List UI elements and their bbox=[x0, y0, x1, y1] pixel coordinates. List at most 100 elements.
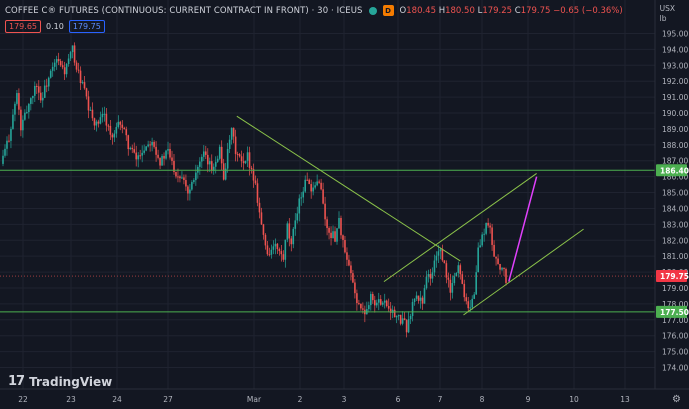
candle-body bbox=[65, 64, 68, 75]
candle bbox=[121, 120, 124, 134]
candle bbox=[12, 109, 14, 130]
candle bbox=[336, 227, 338, 245]
candle bbox=[2, 149, 4, 167]
price-tick-label: 181.00 bbox=[662, 252, 688, 261]
candle bbox=[153, 140, 155, 149]
candle-body bbox=[129, 147, 132, 150]
candle bbox=[131, 144, 134, 154]
candle bbox=[338, 211, 340, 229]
candle bbox=[250, 165, 253, 174]
candle bbox=[344, 236, 346, 254]
candle bbox=[34, 81, 36, 103]
time-tick-label: 3 bbox=[342, 395, 347, 404]
candle-body bbox=[280, 251, 283, 255]
candle-body bbox=[228, 139, 231, 149]
candle-body bbox=[433, 260, 436, 273]
candle-body bbox=[20, 109, 22, 131]
candle-body bbox=[356, 293, 358, 304]
candle bbox=[30, 97, 32, 111]
candle-body bbox=[463, 283, 466, 298]
candle bbox=[187, 185, 189, 201]
candle bbox=[149, 141, 151, 152]
candle-body bbox=[282, 254, 285, 260]
candle bbox=[505, 267, 507, 286]
candle-body bbox=[487, 222, 489, 226]
candle-body bbox=[407, 319, 410, 333]
candle-body bbox=[69, 52, 72, 59]
candle bbox=[264, 233, 267, 250]
candle-body bbox=[497, 258, 499, 264]
candle bbox=[258, 197, 261, 219]
candle-body bbox=[437, 251, 440, 256]
candle-body bbox=[503, 267, 505, 270]
candle-body bbox=[240, 156, 243, 162]
candle-body bbox=[99, 117, 102, 124]
buy-button[interactable]: 179.75 bbox=[68, 20, 105, 33]
candle-body bbox=[145, 146, 147, 151]
candle bbox=[51, 62, 54, 77]
candle bbox=[53, 59, 56, 72]
candle-body bbox=[292, 228, 295, 245]
candle-body bbox=[199, 161, 201, 167]
tradingview-logo[interactable]: 17 TradingView bbox=[8, 374, 112, 389]
candle-body bbox=[453, 276, 456, 284]
candle bbox=[242, 153, 245, 171]
candle bbox=[381, 301, 384, 307]
candle bbox=[59, 58, 62, 67]
high-value: 180.50 bbox=[445, 5, 475, 16]
candle-body bbox=[304, 179, 307, 192]
candle-body bbox=[447, 277, 450, 280]
candle-body bbox=[179, 176, 181, 179]
candle-body bbox=[41, 97, 44, 101]
candle-body bbox=[338, 217, 340, 229]
gear-icon[interactable]: ⚙ bbox=[672, 394, 681, 405]
candle bbox=[435, 251, 438, 268]
candle-body bbox=[254, 180, 257, 184]
candle bbox=[203, 145, 205, 161]
candle bbox=[491, 223, 493, 251]
candle bbox=[350, 261, 352, 281]
delayed-badge: D bbox=[382, 5, 394, 16]
candle bbox=[43, 79, 46, 99]
candle-body bbox=[344, 239, 346, 253]
candle bbox=[499, 263, 501, 275]
candle bbox=[75, 60, 78, 73]
price-tick-label: 186.00 bbox=[662, 173, 688, 182]
price-tick-label: 194.00 bbox=[662, 45, 688, 54]
symbol-title[interactable]: COFFEE C® FUTURES (CONTINUOUS: CURRENT C… bbox=[5, 5, 363, 16]
candle-body bbox=[322, 189, 324, 204]
candle bbox=[312, 181, 314, 196]
candle bbox=[165, 149, 167, 160]
candle bbox=[133, 142, 136, 154]
candle bbox=[429, 268, 432, 286]
candle bbox=[55, 55, 58, 70]
candle-body bbox=[389, 308, 392, 313]
sell-button[interactable]: 179.65 bbox=[5, 20, 41, 33]
candle bbox=[441, 244, 444, 262]
currency-unit[interactable]: USX lb bbox=[660, 4, 675, 24]
candle-body bbox=[123, 127, 126, 130]
candle bbox=[413, 298, 416, 306]
candle-body bbox=[131, 147, 134, 150]
candle bbox=[395, 315, 398, 324]
candle-body bbox=[481, 234, 483, 246]
candle-body bbox=[395, 316, 398, 318]
candle-body bbox=[381, 302, 384, 305]
candle-body bbox=[236, 153, 239, 155]
candle-body bbox=[141, 152, 143, 156]
candle-body bbox=[405, 320, 408, 333]
candle-body bbox=[125, 129, 128, 136]
candle-body bbox=[258, 202, 261, 213]
candle bbox=[266, 241, 269, 256]
candle-body bbox=[117, 121, 120, 127]
price-tick-label: 185.00 bbox=[662, 189, 688, 198]
candle bbox=[427, 269, 430, 283]
time-tick-label: 22 bbox=[18, 395, 28, 404]
candle-body bbox=[24, 112, 26, 120]
candle-body bbox=[310, 184, 312, 192]
candle bbox=[421, 295, 424, 310]
candle bbox=[65, 63, 68, 78]
candle-body bbox=[415, 295, 418, 299]
candle bbox=[340, 215, 342, 239]
